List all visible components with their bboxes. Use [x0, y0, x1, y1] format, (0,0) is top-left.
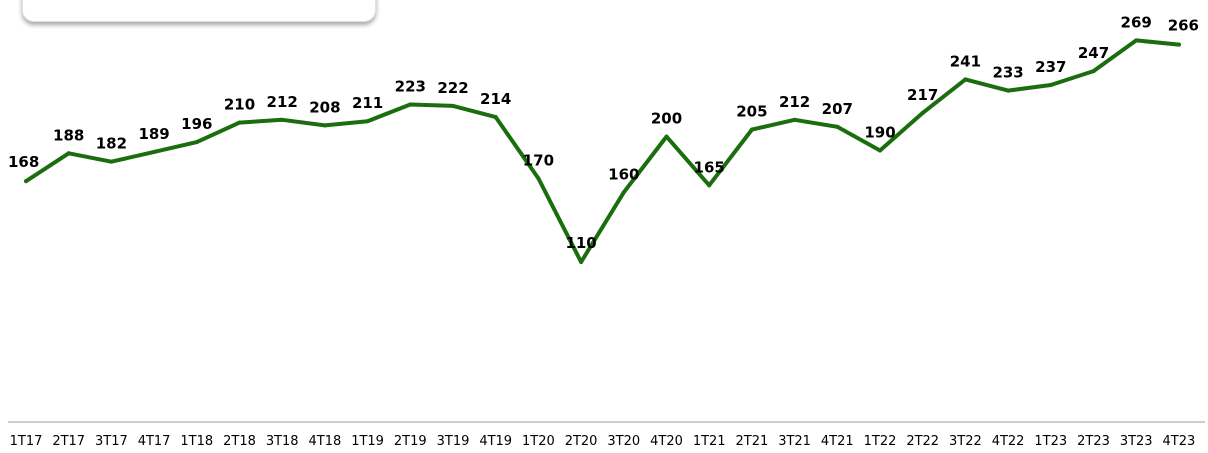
data-label: 182 [96, 135, 127, 153]
data-point [237, 120, 242, 125]
data-label: 266 [1168, 17, 1199, 35]
data-label: 189 [138, 125, 169, 143]
data-label: 269 [1121, 13, 1152, 31]
x-tick-label: 1T17 [10, 434, 43, 449]
x-tick-label: 2T19 [394, 434, 427, 449]
data-point [194, 140, 199, 145]
data-point [493, 115, 498, 120]
x-tick-label: 2T22 [906, 434, 939, 449]
data-label: 233 [992, 64, 1023, 82]
x-tick-label: 1T23 [1034, 434, 1067, 449]
x-tick-label: 1T20 [522, 434, 555, 449]
data-label: 211 [352, 94, 383, 112]
data-label: 165 [694, 158, 725, 176]
data-point [963, 77, 968, 82]
data-point [536, 176, 541, 181]
data-point [749, 127, 754, 132]
data-point [66, 151, 71, 156]
data-label: 237 [1035, 58, 1066, 76]
data-label: 208 [309, 98, 340, 116]
data-point [664, 134, 669, 139]
x-tick-label: 1T22 [864, 434, 897, 449]
data-point [1134, 38, 1139, 43]
data-label: 223 [395, 78, 426, 96]
data-point [920, 110, 925, 115]
x-tick-label: 1T19 [351, 434, 384, 449]
data-label: 190 [864, 124, 895, 142]
x-tick-label: 4T18 [309, 434, 342, 449]
data-label: 110 [565, 234, 596, 252]
data-label: 241 [950, 52, 981, 70]
x-tick-label: 2T18 [223, 434, 256, 449]
data-label: 188 [53, 126, 84, 144]
x-tick-label: 2T21 [736, 434, 769, 449]
data-point [1091, 69, 1096, 74]
data-label: 247 [1078, 44, 1109, 62]
data-label: 160 [608, 165, 639, 183]
data-labels: 168 188 182 189 196 210 212 208 211 223 222 214 170 1… [8, 13, 1199, 252]
data-point [707, 183, 712, 188]
data-label: 170 [523, 151, 554, 169]
series-line [24, 38, 1181, 264]
data-point [1048, 83, 1053, 88]
x-tick-label: 4T21 [821, 434, 854, 449]
data-label: 214 [480, 90, 511, 108]
data-point [451, 103, 455, 108]
x-tick-label: 3T17 [95, 434, 128, 449]
x-tick-label: 3T19 [437, 434, 470, 449]
data-point [152, 149, 157, 154]
legend-box [22, 0, 376, 22]
data-label: 217 [907, 86, 938, 104]
x-tick-label: 1T18 [180, 434, 213, 449]
x-tick-label: 3T20 [607, 434, 640, 449]
data-point [1176, 42, 1181, 47]
data-label: 196 [181, 115, 212, 133]
x-tick-label: 4T20 [650, 434, 683, 449]
data-point [792, 117, 797, 122]
data-point [322, 123, 327, 128]
x-tick-label: 1T21 [693, 434, 726, 449]
data-label: 222 [437, 79, 468, 97]
x-tick-label: 2T23 [1077, 434, 1110, 449]
x-tick-label: 3T21 [778, 434, 811, 449]
data-point [579, 260, 584, 264]
data-point [621, 190, 626, 195]
series-layer [24, 38, 1181, 264]
data-label: 207 [822, 100, 853, 118]
data-label: 210 [224, 96, 255, 114]
data-point [280, 117, 285, 122]
x-tick-label: 3T22 [949, 434, 982, 449]
x-tick-labels: 1T17 2T17 3T17 4T17 1T18 2T18 3T18 4T18 1T19 2T19… [10, 434, 1196, 449]
x-tick-label: 2T17 [52, 434, 85, 449]
x-tick-label: 4T23 [1163, 434, 1196, 449]
data-label: 212 [267, 93, 298, 111]
data-label: 212 [779, 93, 810, 111]
x-tick-label: 2T20 [565, 434, 598, 449]
data-point [835, 124, 840, 129]
data-label: 205 [736, 103, 767, 121]
x-tick-label: 4T17 [138, 434, 171, 449]
data-label: 168 [8, 153, 39, 171]
x-tick-label: 4T19 [479, 434, 512, 449]
data-point [24, 179, 28, 184]
x-tick-label: 4T22 [992, 434, 1025, 449]
data-point [1006, 88, 1011, 93]
data-point [109, 159, 114, 164]
x-tick-label: 3T18 [266, 434, 299, 449]
data-point [365, 119, 370, 124]
data-point [878, 148, 882, 153]
data-label: 200 [651, 110, 682, 128]
x-tick-label: 3T23 [1120, 434, 1153, 449]
data-point [408, 102, 413, 107]
